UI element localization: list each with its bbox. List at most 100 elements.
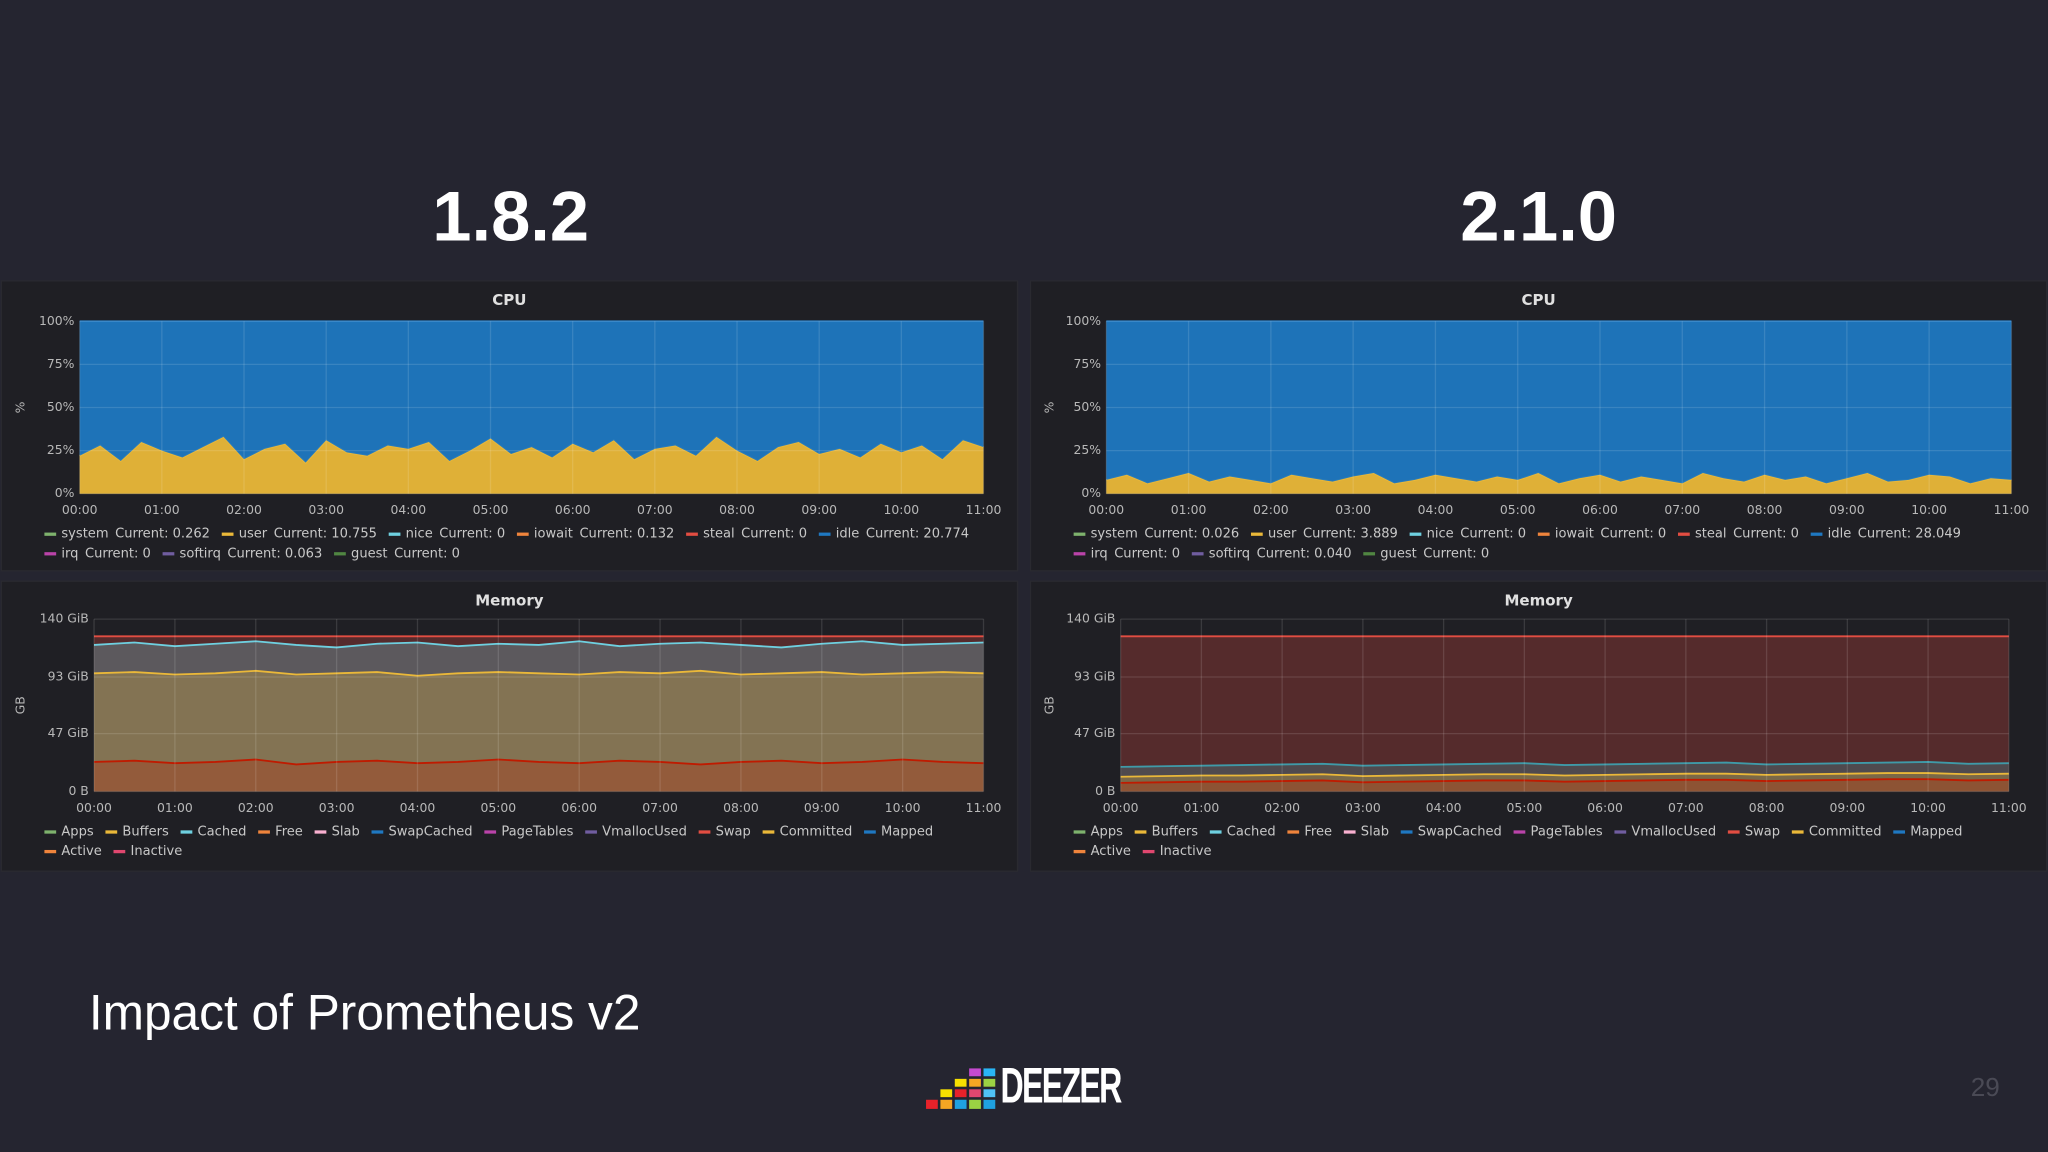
y-tick-label: 25% [1074,442,1102,457]
legend-item: Apps [44,825,94,840]
legend-item: SwapCached [1400,825,1502,840]
series-line [94,758,984,766]
x-tick-label: 09:00 [801,502,837,517]
x-tick-label: 08:00 [723,800,759,815]
legend-item: Mapped [1893,825,1962,840]
legend-name: Mapped [881,825,933,840]
x-tick-label: 04:00 [400,800,436,815]
area-fill [94,759,984,792]
legend-name: softirq [1209,546,1250,561]
legend-current: Current: 0 [394,546,460,561]
legend-item: user Current: 10.755 [221,527,377,542]
x-tick-label: 03:00 [1335,502,1371,517]
x-tick-label: 00:00 [1088,502,1124,517]
panel-title: CPU [492,291,526,309]
x-tick-label: 06:00 [555,502,591,517]
series-line [94,669,984,677]
slide-title: Impact of Prometheus v2 [89,984,641,1040]
legend-current: Current: 0 [1114,546,1180,561]
legend-current: Current: 0 [741,527,807,542]
legend-item: SwapCached [371,825,473,840]
legend-current: Current: 0.132 [579,527,674,542]
series-line [1120,778,2009,784]
x-tick-label: 10:00 [885,800,921,815]
x-tick-label: 06:00 [561,800,597,815]
x-tick-label: 09:00 [1829,800,1865,815]
legend-item: Slab [1343,825,1389,840]
legend-name: VmallocUsed [602,825,687,840]
x-tick-label: 05:00 [1500,502,1536,517]
legend-name: idle [836,527,860,542]
area-fill [94,641,984,792]
legend-name: Slab [332,825,360,840]
legend-item: system Current: 0.026 [1073,527,1239,542]
legend-item: Committed [762,825,853,840]
legend-item: steal Current: 0 [1677,527,1799,542]
legend-name: Inactive [130,844,182,859]
legend-name: Active [1091,844,1131,859]
legend-current: Current: 0.262 [115,527,210,542]
legend-item: Buffers [1134,825,1199,840]
x-tick-label: 11:00 [966,502,1002,517]
y-tick-label: 47 GiB [48,725,89,740]
series-line [1120,761,2009,768]
legend-name: steal [703,527,735,542]
x-tick-label: 07:00 [642,800,678,815]
legend-name: user [1268,527,1297,542]
y-tick-label: 140 GiB [1066,611,1115,626]
y-axis-label: GB [1042,696,1057,714]
legend-item: nice Current: 0 [388,527,505,542]
x-tick-label: 04:00 [390,502,426,517]
legend-name: PageTables [501,825,573,840]
x-tick-label: 11:00 [966,800,1002,815]
x-tick-label: 02:00 [1253,502,1289,517]
legend-item: guest Current: 0 [1363,546,1489,561]
legend-name: SwapCached [1418,825,1502,840]
x-tick-label: 08:00 [1749,800,1785,815]
x-tick-label: 08:00 [1747,502,1783,517]
legend-item: Active [1073,844,1131,859]
legend-current: Current: 20.774 [866,527,969,542]
legend-name: Committed [1809,825,1882,840]
legend-name: Slab [1361,825,1389,840]
x-tick-label: 10:00 [883,502,919,517]
legend-name: Buffers [1152,825,1199,840]
legend-name: Free [275,825,303,840]
legend-name: VmallocUsed [1631,825,1716,840]
y-tick-label: 100% [1066,313,1102,328]
y-tick-label: 0% [55,485,75,500]
legend-item: PageTables [1513,825,1603,840]
legend-item: Mapped [864,825,933,840]
legend-item: Inactive [113,844,182,859]
x-tick-label: 07:00 [1664,502,1700,517]
legend-item: VmallocUsed [585,825,687,840]
area-fill [94,636,984,792]
legend-item: Swap [698,825,751,840]
legend-item: system Current: 0.262 [44,527,210,542]
x-tick-label: 01:00 [157,800,193,815]
legend-name: iowait [1555,527,1594,542]
legend-current: Current: 0 [1733,527,1799,542]
legend-item: idle Current: 28.049 [1810,527,1961,542]
legend-item: softirq Current: 0.040 [1191,546,1352,561]
legend-item: PageTables [484,825,574,840]
legend-item: irq Current: 0 [1073,546,1180,561]
legend-item: steal Current: 0 [686,527,807,542]
x-tick-label: 04:00 [1426,800,1462,815]
panel-title: CPU [1522,291,1556,309]
x-tick-label: 02:00 [1264,800,1300,815]
legend-name: Committed [780,825,853,840]
y-tick-label: 93 GiB [1074,668,1115,683]
x-tick-label: 11:00 [1991,800,2027,815]
legend-name: nice [406,527,433,542]
panel [1029,580,2048,872]
x-tick-label: 01:00 [1184,800,1220,815]
page-number: 29 [1971,1072,2000,1102]
series-line [1120,772,2009,778]
legend-item: iowait Current: 0.132 [516,527,674,542]
legend-current: Current: 0 [85,546,151,561]
legend-current: Current: 10.755 [274,527,377,542]
y-axis-label: % [12,401,27,413]
